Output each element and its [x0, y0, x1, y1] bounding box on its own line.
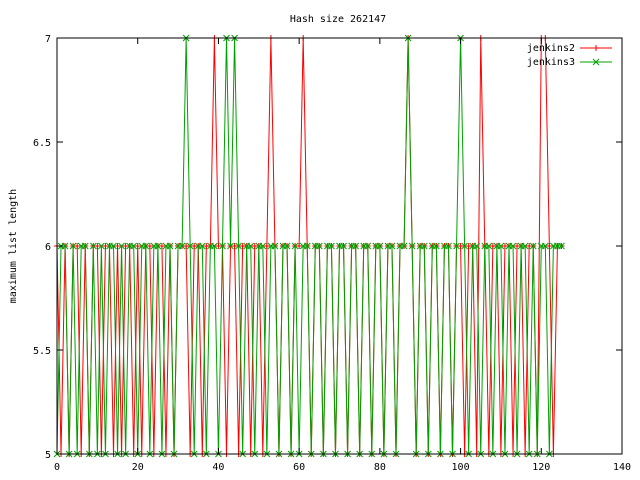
data-point	[259, 242, 267, 250]
data-point	[158, 243, 165, 249]
data-point	[497, 242, 505, 250]
y-tick-label: 6	[45, 242, 51, 253]
x-tick-label: 100	[452, 462, 470, 473]
data-point	[166, 242, 174, 250]
data-point	[461, 242, 468, 250]
data-point	[227, 242, 234, 250]
data-point	[283, 242, 291, 250]
data-point	[186, 242, 194, 250]
data-point	[263, 243, 270, 249]
data-point	[74, 243, 81, 249]
data-point	[235, 242, 242, 250]
data-point	[433, 242, 440, 250]
data-point	[315, 242, 323, 250]
data-point	[198, 242, 206, 250]
legend-label: jenkins2	[527, 43, 575, 54]
data-point	[388, 242, 396, 250]
data-point	[146, 243, 153, 249]
data-point	[445, 242, 452, 250]
data-point	[296, 243, 303, 249]
data-point	[529, 242, 537, 250]
x-tick-label: 80	[374, 462, 386, 473]
data-point	[521, 242, 529, 250]
data-point	[400, 242, 408, 250]
x-tick-label: 20	[132, 462, 144, 473]
data-point	[134, 243, 141, 249]
legend-marker	[592, 58, 600, 66]
legend-label: jenkins3	[527, 57, 575, 68]
data-point	[81, 242, 89, 250]
data-point	[142, 242, 150, 250]
legend-marker	[593, 45, 599, 51]
data-point	[408, 242, 416, 250]
y-tick-label: 5.5	[33, 346, 51, 357]
data-point	[69, 242, 77, 250]
data-point	[509, 242, 517, 250]
x-tick-label: 60	[293, 462, 305, 473]
data-point	[328, 242, 335, 250]
data-point	[546, 243, 553, 249]
data-point	[271, 242, 279, 250]
x-tick-label: 140	[613, 462, 631, 473]
data-point	[291, 242, 299, 250]
data-point	[231, 243, 238, 249]
legend: jenkins2 jenkins3	[527, 43, 612, 68]
data-point	[183, 243, 190, 249]
x-tick-label: 120	[532, 462, 550, 473]
chart-title: Hash size 262147	[290, 14, 386, 25]
data-point	[473, 242, 481, 250]
y-tick-label: 7	[45, 34, 51, 45]
data-point	[303, 242, 311, 250]
x-tick-label: 0	[54, 462, 60, 473]
data-point	[352, 242, 359, 250]
data-point	[376, 242, 384, 250]
data-point	[154, 242, 162, 250]
data-point	[61, 242, 69, 250]
x-tick-label: 40	[212, 462, 224, 473]
y-axis-ticks: 5 5.5 6 6.5 7	[33, 34, 622, 461]
series-layer	[53, 34, 565, 458]
x-axis-ticks: 0 20 40 60 80 100 120 140	[54, 38, 631, 473]
data-point	[457, 243, 464, 249]
data-point	[98, 242, 105, 250]
data-point	[541, 242, 549, 250]
y-axis-label: maximum list length	[8, 189, 19, 303]
data-point	[178, 242, 186, 250]
data-point	[453, 242, 460, 250]
series-jenkins3	[53, 34, 565, 458]
data-point	[89, 242, 97, 250]
data-point	[247, 242, 255, 250]
data-point	[211, 242, 218, 250]
data-point	[558, 242, 565, 250]
data-point	[94, 243, 101, 249]
data-point	[114, 243, 121, 249]
data-point	[118, 242, 125, 250]
y-tick-label: 5	[45, 450, 51, 461]
data-point	[364, 242, 372, 250]
data-point	[110, 242, 117, 250]
data-point	[485, 242, 493, 250]
data-point	[130, 242, 138, 250]
y-tick-label: 6.5	[33, 138, 51, 149]
data-point	[420, 242, 428, 250]
data-point	[340, 242, 347, 250]
series-line	[56, 37, 562, 455]
data-point	[219, 242, 226, 250]
